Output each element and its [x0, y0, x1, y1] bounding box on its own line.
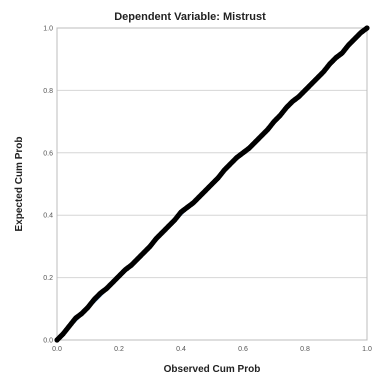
- y-tick-label-3: 0.6: [43, 150, 53, 157]
- data-point-300: [364, 25, 370, 31]
- x-tick-label-2: 0.4: [176, 346, 186, 353]
- plot-frame: [56, 27, 368, 341]
- y-tick-label-4: 0.8: [43, 88, 53, 95]
- x-tick-label-3: 0.6: [238, 346, 248, 353]
- y-tick-label-0: 0.0: [43, 338, 53, 345]
- x-axis-tick-labels: 0.0 0.2 0.4 0.6 0.8 1.0: [52, 346, 372, 353]
- x-tick-label-1: 0.2: [114, 346, 124, 353]
- y-axis-label: Expected Cum Prob: [14, 136, 25, 231]
- chart-title: Dependent Variable: Mistrust: [114, 11, 266, 23]
- x-tick-label-0: 0.0: [52, 346, 62, 353]
- y-axis-tick-labels: 0.0 0.2 0.4 0.6 0.8 1.0: [43, 26, 53, 345]
- x-tick-label-4: 0.8: [300, 346, 310, 353]
- observed-points: [54, 25, 370, 343]
- x-tick-label-5: 1.0: [362, 346, 372, 353]
- y-tick-label-2: 0.4: [43, 213, 53, 220]
- y-tick-label-5: 1.0: [43, 26, 53, 33]
- x-axis-label: Observed Cum Prob: [164, 364, 261, 375]
- y-tick-label-1: 0.2: [43, 275, 53, 282]
